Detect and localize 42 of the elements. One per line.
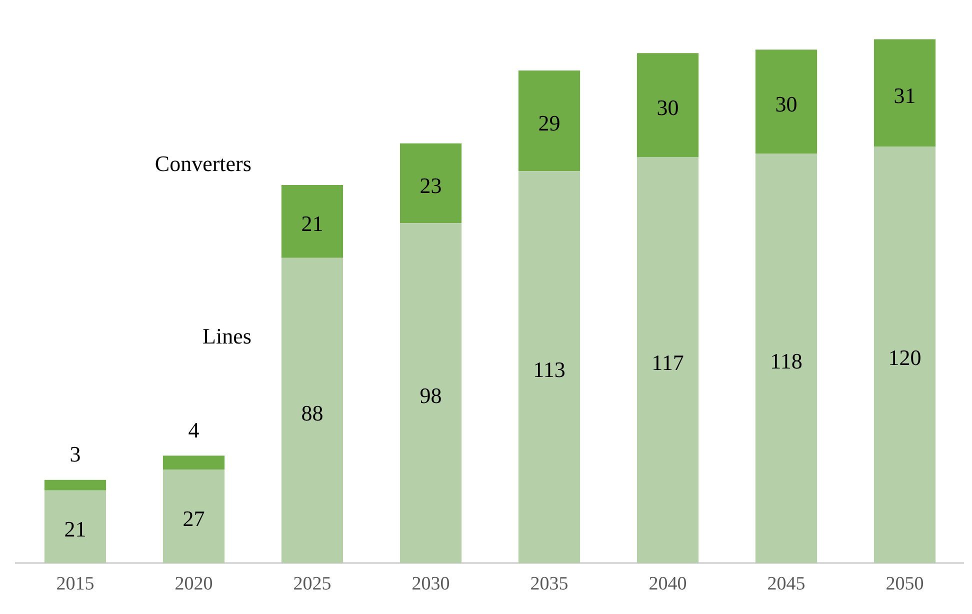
bar: [400, 223, 462, 564]
bar: [162, 470, 225, 564]
x-tick-label: 2050: [886, 574, 924, 595]
data-label: 21: [64, 516, 86, 542]
data-label: 120: [888, 344, 922, 370]
x-tick-label: 2025: [293, 574, 332, 595]
bar: [636, 157, 699, 564]
data-label: 3: [70, 442, 81, 467]
data-label: 113: [533, 356, 566, 382]
data-label: 21: [301, 211, 324, 236]
bar: [281, 184, 344, 258]
x-tick-label: 2020: [174, 574, 213, 595]
bar: [755, 50, 818, 154]
data-label: 29: [538, 110, 560, 136]
bar: [518, 70, 580, 172]
bar: [162, 456, 225, 470]
data-label: 4: [188, 417, 200, 442]
bar: [874, 146, 936, 564]
data-label: 30: [656, 94, 679, 120]
data-label: 117: [652, 350, 684, 375]
bar: [44, 490, 106, 564]
bar: [755, 154, 818, 564]
data-label: 30: [775, 91, 798, 116]
series-label: Lines: [202, 324, 252, 349]
x-tick-label: 2040: [648, 574, 687, 595]
bar: [400, 143, 462, 224]
data-label: 88: [301, 400, 324, 426]
bar: [44, 480, 106, 490]
x-tick-label: 2030: [412, 574, 450, 595]
x-tick-label: 2035: [530, 574, 568, 595]
x-tick-label: 2045: [767, 574, 806, 595]
data-label: 31: [894, 82, 916, 108]
data-label: 23: [420, 173, 442, 198]
bar: [636, 53, 699, 158]
bar: [281, 258, 344, 564]
data-label: 98: [420, 382, 442, 408]
series-label: Converters: [154, 150, 252, 176]
data-label: 27: [182, 506, 205, 532]
bar: [518, 171, 580, 564]
data-label: 118: [770, 348, 802, 374]
x-tick-label: 2015: [56, 574, 94, 595]
bar: [874, 39, 936, 147]
